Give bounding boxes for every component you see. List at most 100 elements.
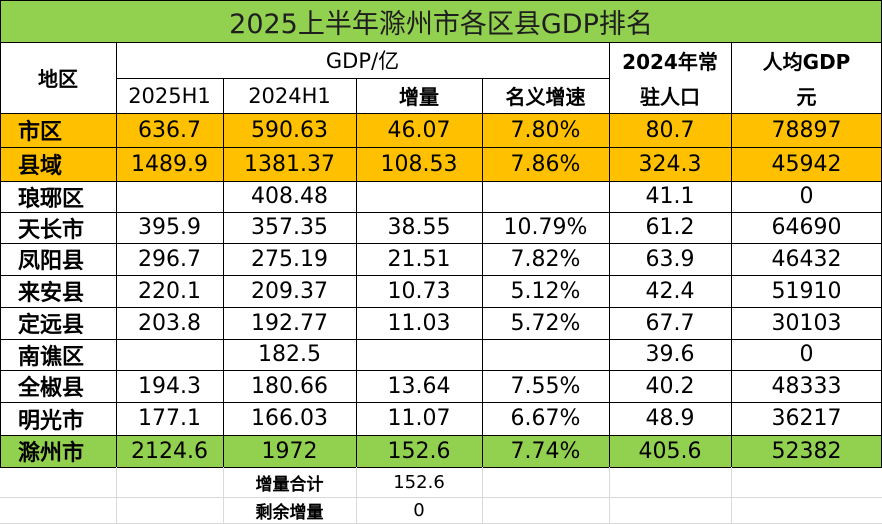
grid-line	[223, 78, 224, 467]
cell-per-capita: 46432	[771, 246, 842, 272]
cell-h1-2025: 296.7	[138, 246, 201, 272]
region-name: 定远县	[18, 313, 85, 338]
cell-growth: 7.80%	[510, 117, 581, 143]
cell-h1-2024: 1381.37	[244, 151, 335, 177]
header-2025h1: 2025H1	[128, 83, 211, 108]
grid-line	[0, 370, 882, 371]
cell-increase: 11.03	[387, 310, 451, 336]
table-row	[0, 113, 882, 147]
grid-line	[0, 113, 882, 114]
grid-line	[116, 78, 609, 79]
cell-per-capita: 0	[799, 342, 814, 367]
grid-line	[0, 339, 882, 340]
header-nominal-growth: 名义增速	[505, 85, 586, 109]
grid-line	[482, 78, 483, 467]
region-name: 琅琊区	[18, 186, 85, 212]
grid-line	[609, 42, 610, 467]
grid-line	[116, 467, 117, 524]
grid-line	[0, 275, 882, 276]
grid-line	[609, 467, 610, 524]
note-label: 剩余增量	[255, 503, 324, 523]
cell-population: 63.9	[645, 246, 695, 272]
grid-line	[482, 467, 483, 524]
region-name: 市区	[18, 120, 63, 145]
cell-population: 42.4	[645, 278, 695, 304]
cell-increase: 46.07	[387, 117, 451, 143]
grid-line	[0, 147, 882, 148]
cell-increase: 11.07	[387, 406, 451, 431]
cell-growth	[482, 339, 609, 370]
grid-line	[0, 181, 882, 182]
grid-line	[0, 42, 882, 43]
cell-h1-2024: 590.63	[251, 117, 328, 143]
cell-h1-2024: 182.5	[258, 342, 321, 367]
header-per-capita-unit: 元	[796, 85, 817, 109]
cell-h1-2024: 1972	[261, 438, 318, 464]
cell-h1-2024: 166.03	[251, 406, 328, 431]
header-population-line2: 驻人口	[640, 85, 700, 109]
cell-h1-2025	[116, 339, 223, 370]
cell-h1-2024: 408.48	[251, 184, 328, 209]
cell-increase: 21.51	[387, 246, 451, 272]
cell-h1-2024: 275.19	[251, 246, 328, 272]
cell-population: 61.2	[645, 215, 695, 240]
cell-growth: 7.74%	[510, 438, 581, 464]
table-row	[0, 147, 882, 181]
region-name: 县域	[18, 154, 63, 179]
cell-population: 39.6	[645, 342, 695, 367]
header-gdp-group: GDP/亿	[325, 49, 400, 73]
cell-increase	[356, 339, 482, 370]
region-name: 全椒县	[18, 376, 85, 401]
cell-per-capita: 30103	[771, 310, 842, 336]
region-name: 天长市	[18, 217, 85, 243]
region-name: 来安县	[18, 281, 85, 306]
cell-h1-2024: 180.66	[251, 373, 328, 399]
grid-line	[0, 212, 882, 213]
region-name: 明光市	[18, 408, 85, 434]
header-per-capita: 人均GDP	[762, 49, 851, 74]
cell-population: 41.1	[645, 184, 695, 209]
cell-per-capita: 64690	[771, 215, 842, 240]
table-title: 2025上半年滁州市各区县GDP排名	[0, 0, 882, 42]
grid-line	[731, 42, 732, 467]
cell-h1-2025: 636.7	[138, 117, 201, 143]
header-population-line1: 2024年常	[622, 49, 718, 74]
cell-per-capita: 51910	[771, 278, 842, 304]
grid-line	[0, 497, 882, 498]
cell-h1-2025: 177.1	[138, 406, 201, 431]
grid-line	[0, 0, 1, 467]
cell-growth: 7.86%	[510, 151, 581, 177]
cell-increase: 38.55	[387, 215, 451, 240]
grid-line	[116, 42, 117, 467]
cell-h1-2025: 1489.9	[131, 151, 208, 177]
header-2024h1: 2024H1	[248, 83, 331, 108]
cell-increase: 152.6	[387, 438, 451, 464]
cell-h1-2025: 395.9	[138, 215, 201, 240]
note-value: 0	[413, 500, 425, 521]
cell-growth: 5.72%	[510, 310, 581, 336]
cell-growth: 6.67%	[510, 406, 581, 431]
cell-per-capita: 0	[799, 184, 814, 209]
grid-line	[0, 467, 882, 468]
region-name: 凤阳县	[18, 249, 85, 274]
region-name: 滁州市	[18, 441, 85, 466]
cell-per-capita: 52382	[771, 438, 842, 464]
cell-h1-2024: 357.35	[251, 215, 328, 240]
cell-population: 48.9	[645, 406, 695, 431]
cell-increase: 108.53	[380, 151, 458, 177]
cell-population: 40.2	[645, 373, 695, 399]
grid-line	[356, 467, 357, 524]
cell-per-capita: 36217	[771, 406, 842, 431]
cell-per-capita: 48333	[771, 373, 842, 399]
header-increase: 增量	[399, 85, 439, 109]
cell-increase	[356, 181, 482, 212]
grid-line	[356, 78, 357, 467]
cell-growth: 7.82%	[510, 246, 581, 272]
grid-line	[0, 243, 882, 244]
note-label: 增量合计	[255, 474, 324, 495]
cell-population: 405.6	[638, 438, 702, 464]
cell-h1-2024: 209.37	[251, 278, 328, 304]
region-name: 南谯区	[18, 344, 85, 370]
cell-growth: 5.12%	[510, 278, 581, 304]
cell-h1-2025: 2124.6	[131, 438, 208, 464]
